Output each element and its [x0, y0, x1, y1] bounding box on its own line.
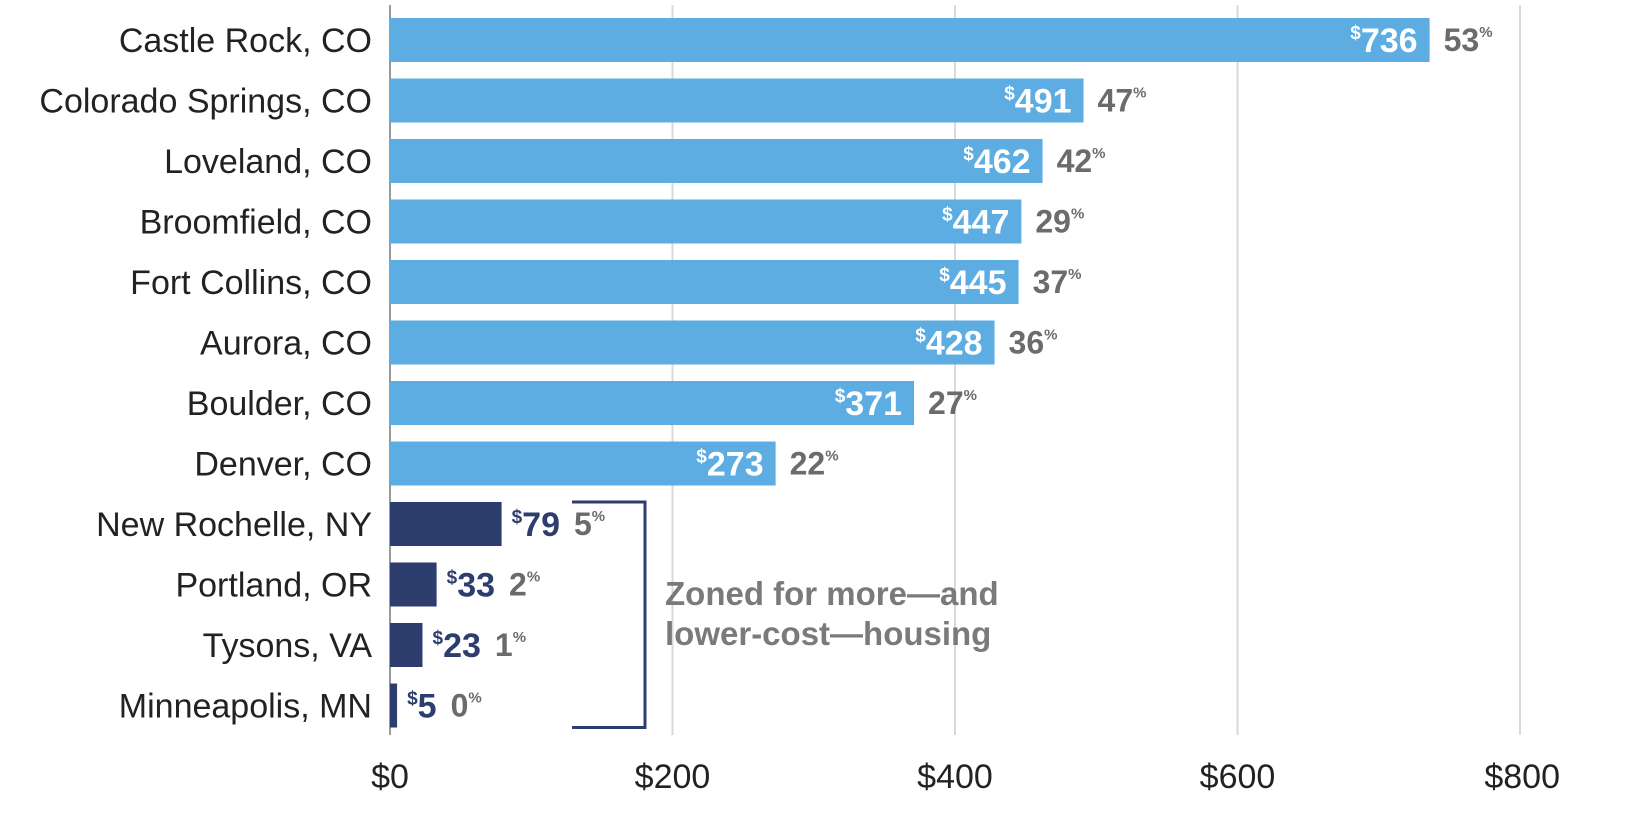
percent-label: 42%	[1057, 143, 1106, 179]
percent-label: 29%	[1035, 204, 1084, 240]
bar-boulder-co	[390, 381, 915, 425]
bars	[390, 18, 1430, 728]
category-label: Tysons, VA	[203, 627, 373, 665]
category-label: Boulder, CO	[187, 385, 372, 423]
value-label: $33	[447, 567, 495, 605]
category-label: Castle Rock, CO	[119, 22, 372, 60]
percent-label: 2%	[509, 567, 540, 603]
bar-new-rochelle-ny	[390, 502, 502, 546]
annotation-label: lower-cost—housing	[665, 615, 991, 652]
bar-minneapolis-mn	[390, 683, 398, 728]
bar-castle-rock-co	[390, 18, 1430, 62]
value-label: $371	[835, 385, 902, 423]
percent-label: 27%	[928, 385, 977, 421]
percent-label: 47%	[1098, 83, 1147, 119]
bar-loveland-co	[390, 139, 1043, 183]
percent-label: 37%	[1033, 264, 1082, 300]
value-label: $273	[696, 446, 763, 484]
category-label: Aurora, CO	[200, 325, 372, 363]
x-tick-label: $0	[371, 758, 409, 796]
labels: Castle Rock, CO $736 53% Colorado Springs, …	[39, 22, 1492, 726]
bar-aurora-co	[390, 320, 995, 365]
bar-broomfield-co	[390, 199, 1022, 244]
category-label: Portland, OR	[175, 567, 372, 605]
group-bracket	[572, 500, 647, 729]
x-tick-label: $200	[635, 758, 711, 796]
bar-portland-or	[390, 562, 437, 607]
percent-label: 5%	[574, 506, 605, 542]
bar-colorado-springs-co	[390, 78, 1084, 123]
bar-fort-collins-co	[390, 260, 1019, 304]
percent-label: 1%	[495, 627, 526, 663]
percent-label: 53%	[1444, 22, 1493, 58]
percent-label: 36%	[1009, 325, 1058, 361]
category-label: Denver, CO	[194, 446, 372, 484]
value-label: $428	[915, 325, 982, 363]
x-tick-label: $400	[917, 758, 993, 796]
value-label: $445	[939, 264, 1006, 302]
percent-label: 0%	[451, 688, 482, 724]
category-label: Broomfield, CO	[140, 204, 372, 242]
bar-tysons-va	[390, 623, 423, 667]
value-label: $5	[407, 688, 437, 726]
percent-label: 22%	[790, 446, 839, 482]
x-axis-ticks: $0 $200 $400 $600 $800	[371, 758, 1560, 796]
value-label: $736	[1350, 22, 1417, 60]
value-label: $491	[1004, 83, 1071, 121]
category-label: Minneapolis, MN	[119, 688, 372, 726]
category-label: Fort Collins, CO	[130, 264, 372, 302]
category-label: Colorado Springs, CO	[39, 83, 372, 121]
x-tick-label: $800	[1484, 758, 1560, 796]
category-label: New Rochelle, NY	[96, 506, 372, 544]
annotation-label: Zoned for more—and	[665, 575, 999, 612]
bar-denver-co	[390, 441, 776, 486]
value-label: $23	[432, 627, 480, 665]
value-label: $462	[963, 143, 1030, 181]
x-tick-label: $600	[1200, 758, 1276, 796]
value-label: $447	[942, 204, 1009, 242]
category-label: Loveland, CO	[164, 143, 372, 181]
value-label: $79	[512, 506, 560, 544]
